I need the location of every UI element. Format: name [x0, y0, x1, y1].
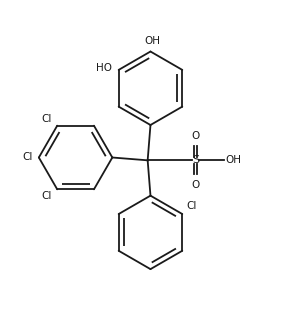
Text: Cl: Cl	[23, 152, 33, 163]
Text: O: O	[192, 130, 200, 140]
Text: Cl: Cl	[187, 201, 197, 211]
Text: O: O	[192, 180, 200, 190]
Text: Cl: Cl	[41, 191, 52, 201]
Text: Cl: Cl	[41, 114, 52, 124]
Text: HO: HO	[96, 64, 112, 73]
Text: S: S	[192, 155, 199, 165]
Text: OH: OH	[225, 155, 241, 165]
Text: OH: OH	[144, 36, 160, 46]
